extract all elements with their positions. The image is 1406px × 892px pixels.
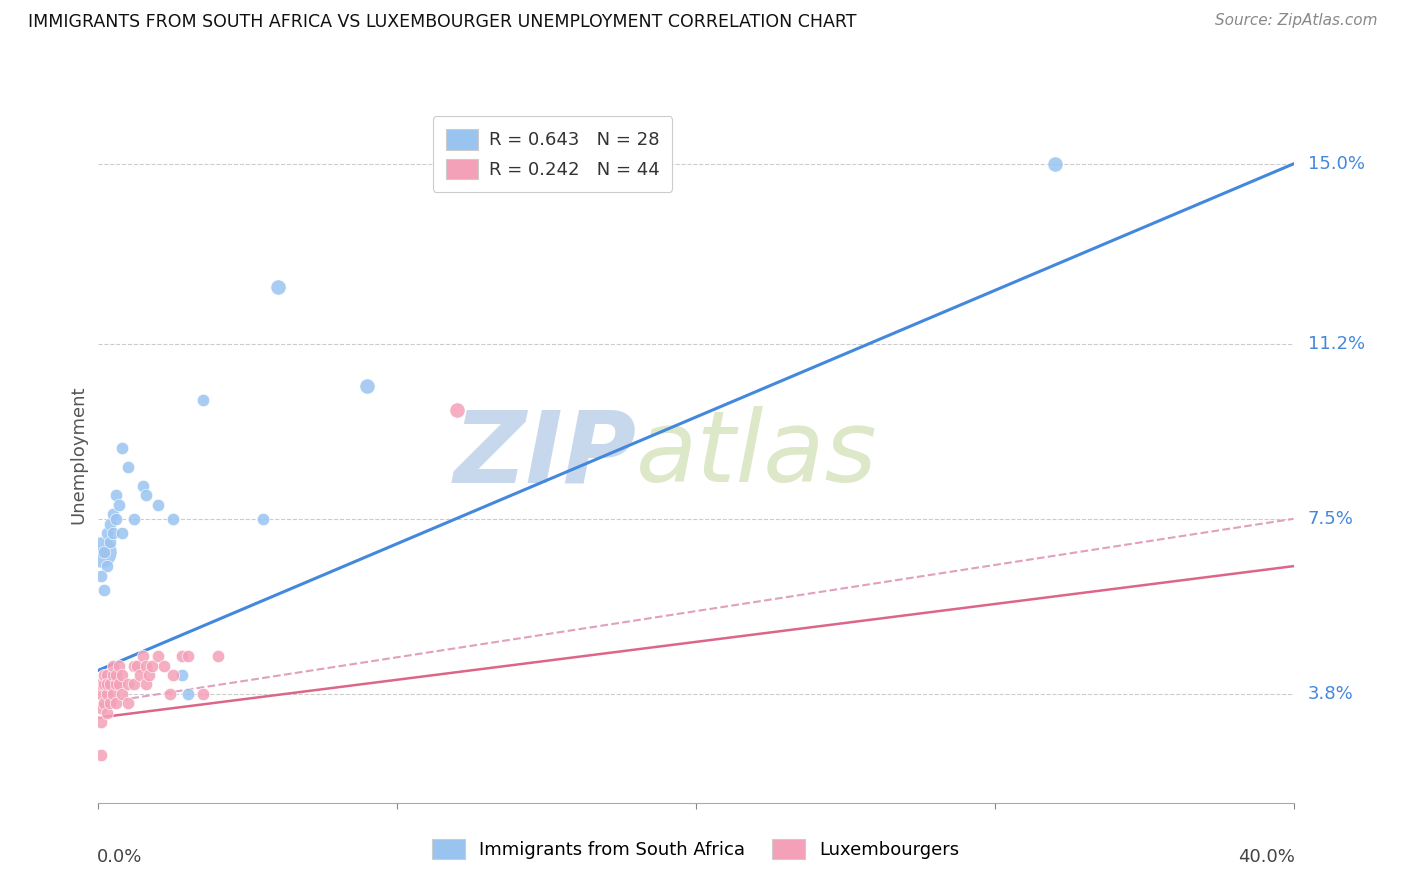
- Text: 3.8%: 3.8%: [1308, 685, 1354, 703]
- Point: [96, 526, 118, 541]
- Point: [1043, 157, 1066, 171]
- Point: [148, 498, 170, 512]
- Point: [108, 658, 131, 673]
- Point: [90, 568, 112, 582]
- Point: [93, 668, 115, 682]
- Point: [124, 658, 146, 673]
- Point: [108, 498, 131, 512]
- Text: atlas: atlas: [636, 407, 877, 503]
- Point: [105, 668, 128, 682]
- Point: [162, 512, 184, 526]
- Y-axis label: Unemployment: Unemployment: [69, 385, 87, 524]
- Point: [124, 677, 146, 691]
- Point: [90, 677, 112, 691]
- Point: [98, 697, 122, 711]
- Text: ZIP: ZIP: [453, 407, 636, 503]
- Legend: Immigrants from South Africa, Luxembourgers: Immigrants from South Africa, Luxembourg…: [422, 828, 970, 871]
- Point: [191, 393, 214, 408]
- Point: [90, 687, 112, 701]
- Point: [267, 280, 290, 294]
- Point: [132, 478, 155, 492]
- Point: [252, 512, 274, 526]
- Point: [103, 687, 125, 701]
- Point: [103, 668, 125, 682]
- Point: [103, 526, 125, 541]
- Point: [96, 687, 118, 701]
- Text: Source: ZipAtlas.com: Source: ZipAtlas.com: [1215, 13, 1378, 29]
- Point: [90, 701, 112, 715]
- Point: [90, 715, 112, 730]
- Point: [111, 526, 134, 541]
- Point: [148, 649, 170, 664]
- Text: IMMIGRANTS FROM SOUTH AFRICA VS LUXEMBOURGER UNEMPLOYMENT CORRELATION CHART: IMMIGRANTS FROM SOUTH AFRICA VS LUXEMBOU…: [28, 13, 856, 31]
- Point: [172, 668, 194, 682]
- Point: [103, 658, 125, 673]
- Point: [135, 658, 157, 673]
- Point: [172, 649, 194, 664]
- Point: [177, 687, 200, 701]
- Point: [124, 512, 146, 526]
- Point: [141, 658, 163, 673]
- Point: [153, 658, 176, 673]
- Point: [90, 748, 112, 763]
- Point: [111, 668, 134, 682]
- Point: [135, 677, 157, 691]
- Point: [159, 687, 181, 701]
- Point: [162, 668, 184, 682]
- Point: [177, 649, 200, 664]
- Point: [127, 658, 149, 673]
- Point: [96, 559, 118, 574]
- Point: [98, 516, 122, 531]
- Point: [117, 459, 139, 474]
- Text: 40.0%: 40.0%: [1237, 848, 1295, 866]
- Point: [207, 649, 229, 664]
- Point: [93, 582, 115, 597]
- Point: [132, 649, 155, 664]
- Point: [117, 697, 139, 711]
- Point: [356, 379, 378, 393]
- Point: [90, 545, 112, 559]
- Point: [135, 488, 157, 502]
- Point: [96, 677, 118, 691]
- Point: [96, 706, 118, 720]
- Point: [93, 545, 115, 559]
- Text: 0.0%: 0.0%: [97, 848, 142, 866]
- Point: [96, 668, 118, 682]
- Point: [108, 677, 131, 691]
- Point: [117, 677, 139, 691]
- Point: [93, 697, 115, 711]
- Point: [105, 512, 128, 526]
- Text: 7.5%: 7.5%: [1308, 510, 1354, 528]
- Point: [93, 677, 115, 691]
- Point: [129, 668, 152, 682]
- Point: [105, 488, 128, 502]
- Point: [98, 535, 122, 549]
- Point: [105, 697, 128, 711]
- Point: [138, 668, 160, 682]
- Point: [111, 441, 134, 455]
- Point: [98, 677, 122, 691]
- Text: 15.0%: 15.0%: [1308, 155, 1365, 173]
- Point: [105, 677, 128, 691]
- Text: 11.2%: 11.2%: [1308, 334, 1365, 352]
- Point: [446, 403, 468, 417]
- Point: [191, 687, 214, 701]
- Point: [111, 687, 134, 701]
- Point: [103, 507, 125, 521]
